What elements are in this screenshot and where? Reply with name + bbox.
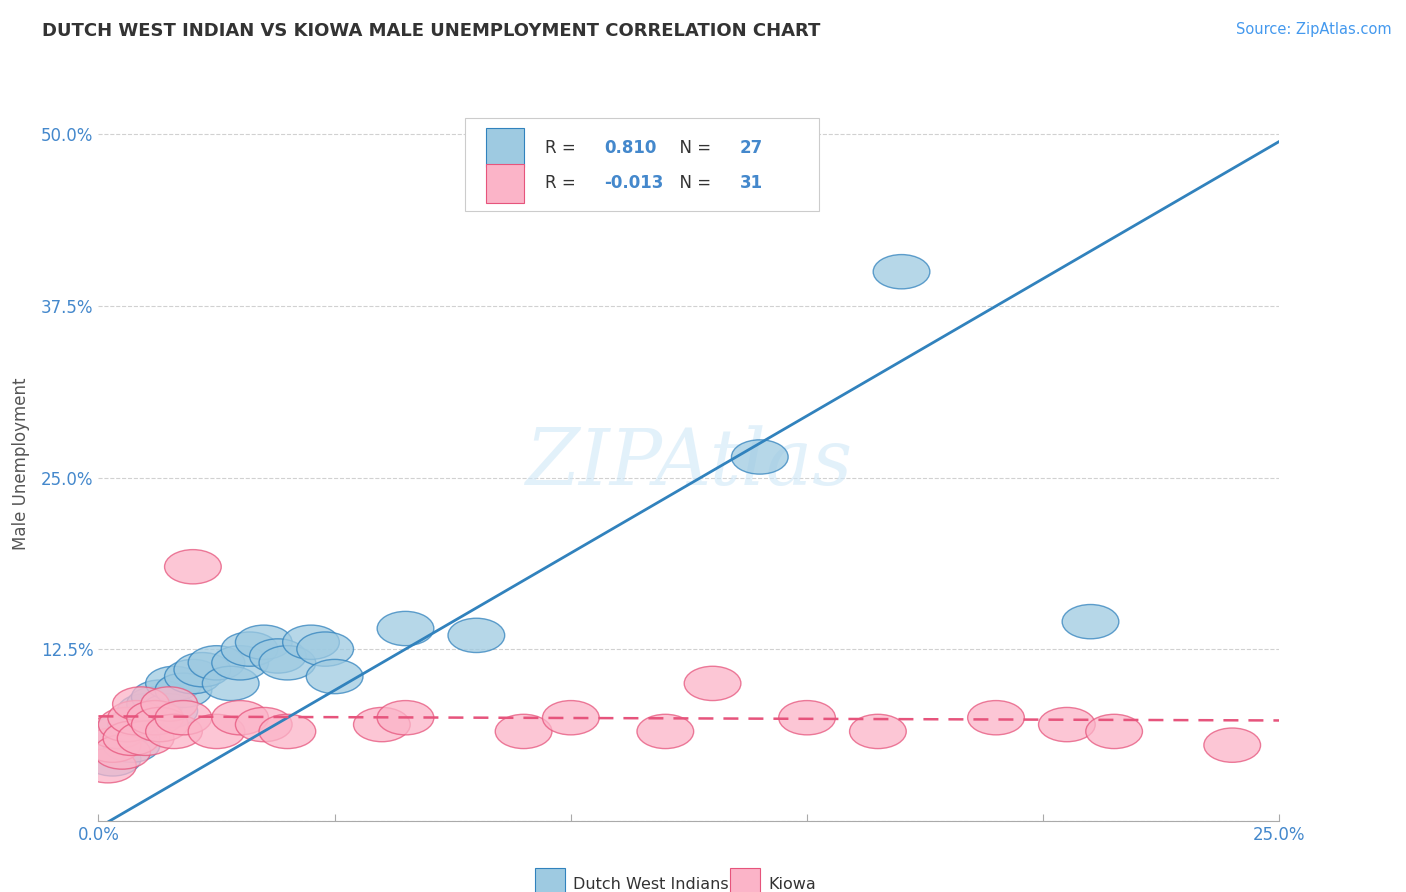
Ellipse shape [108,700,165,735]
Ellipse shape [84,742,141,776]
FancyBboxPatch shape [464,118,818,211]
Ellipse shape [94,735,150,769]
Ellipse shape [779,700,835,735]
Text: N =: N = [669,175,716,193]
Text: Kiowa: Kiowa [768,878,815,892]
Ellipse shape [212,700,269,735]
Text: R =: R = [546,175,581,193]
Text: 27: 27 [740,139,763,157]
Ellipse shape [132,707,188,742]
Ellipse shape [1062,605,1119,639]
Ellipse shape [165,659,221,694]
Ellipse shape [259,714,316,748]
Ellipse shape [80,748,136,783]
Ellipse shape [103,728,160,763]
Ellipse shape [377,611,434,646]
Ellipse shape [117,721,174,756]
Ellipse shape [221,632,278,666]
Ellipse shape [297,632,353,666]
Ellipse shape [103,721,160,756]
Ellipse shape [98,707,155,742]
Ellipse shape [731,440,789,475]
Ellipse shape [212,646,269,680]
Text: R =: R = [546,139,586,157]
Bar [486,164,523,203]
Ellipse shape [188,714,245,748]
Ellipse shape [685,666,741,700]
Ellipse shape [849,714,907,748]
Text: N =: N = [669,139,716,157]
Ellipse shape [543,700,599,735]
Ellipse shape [146,666,202,700]
Bar [486,128,523,168]
Ellipse shape [307,659,363,694]
Ellipse shape [377,700,434,735]
Text: DUTCH WEST INDIAN VS KIOWA MALE UNEMPLOYMENT CORRELATION CHART: DUTCH WEST INDIAN VS KIOWA MALE UNEMPLOY… [42,22,821,40]
Ellipse shape [117,694,174,728]
Text: ZIPAtlas: ZIPAtlas [526,425,852,502]
Ellipse shape [1039,707,1095,742]
Ellipse shape [141,694,198,728]
Ellipse shape [174,653,231,687]
Bar [536,869,565,892]
Ellipse shape [108,707,165,742]
Ellipse shape [155,673,212,707]
Ellipse shape [637,714,693,748]
Ellipse shape [259,646,316,680]
Ellipse shape [873,254,929,289]
Text: 31: 31 [740,175,763,193]
Ellipse shape [146,714,202,748]
Ellipse shape [202,666,259,700]
Y-axis label: Male Unemployment: Male Unemployment [11,377,30,550]
Ellipse shape [283,625,339,659]
Text: Dutch West Indians: Dutch West Indians [574,878,728,892]
Ellipse shape [967,700,1025,735]
Text: 0.810: 0.810 [605,139,657,157]
Bar [730,869,759,892]
Ellipse shape [235,625,292,659]
Ellipse shape [94,714,150,748]
Ellipse shape [132,680,188,714]
Ellipse shape [112,687,169,721]
Ellipse shape [449,618,505,653]
Ellipse shape [235,707,292,742]
Text: Source: ZipAtlas.com: Source: ZipAtlas.com [1236,22,1392,37]
Ellipse shape [188,646,245,680]
Ellipse shape [84,728,141,763]
Ellipse shape [89,714,146,748]
Ellipse shape [141,687,198,721]
Ellipse shape [127,687,183,721]
Ellipse shape [1204,728,1261,763]
Text: -0.013: -0.013 [605,175,664,193]
Ellipse shape [495,714,553,748]
Ellipse shape [165,549,221,584]
Ellipse shape [1085,714,1143,748]
Ellipse shape [250,639,307,673]
Ellipse shape [155,700,212,735]
Ellipse shape [127,700,183,735]
Ellipse shape [353,707,411,742]
